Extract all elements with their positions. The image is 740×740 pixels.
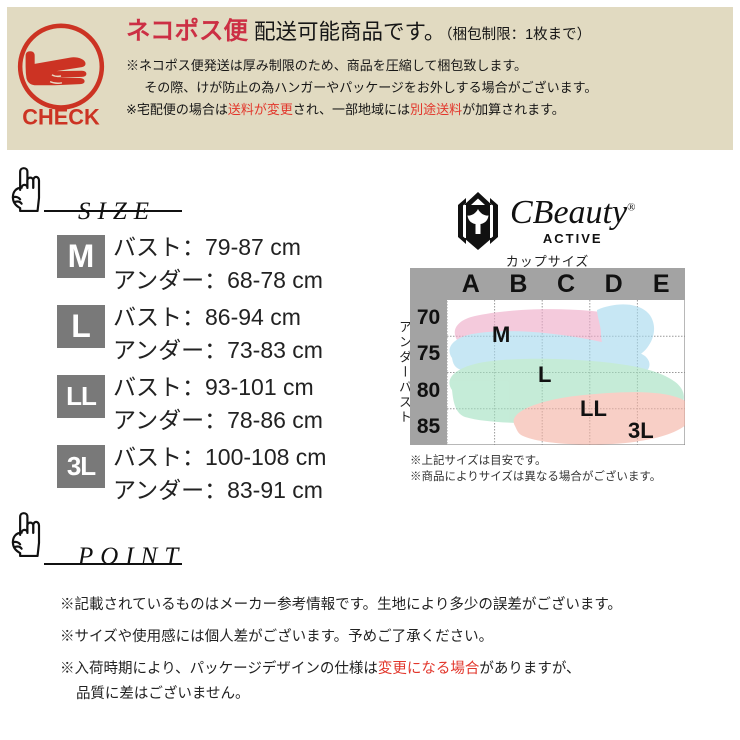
svg-text:CHECK: CHECK	[22, 105, 100, 130]
